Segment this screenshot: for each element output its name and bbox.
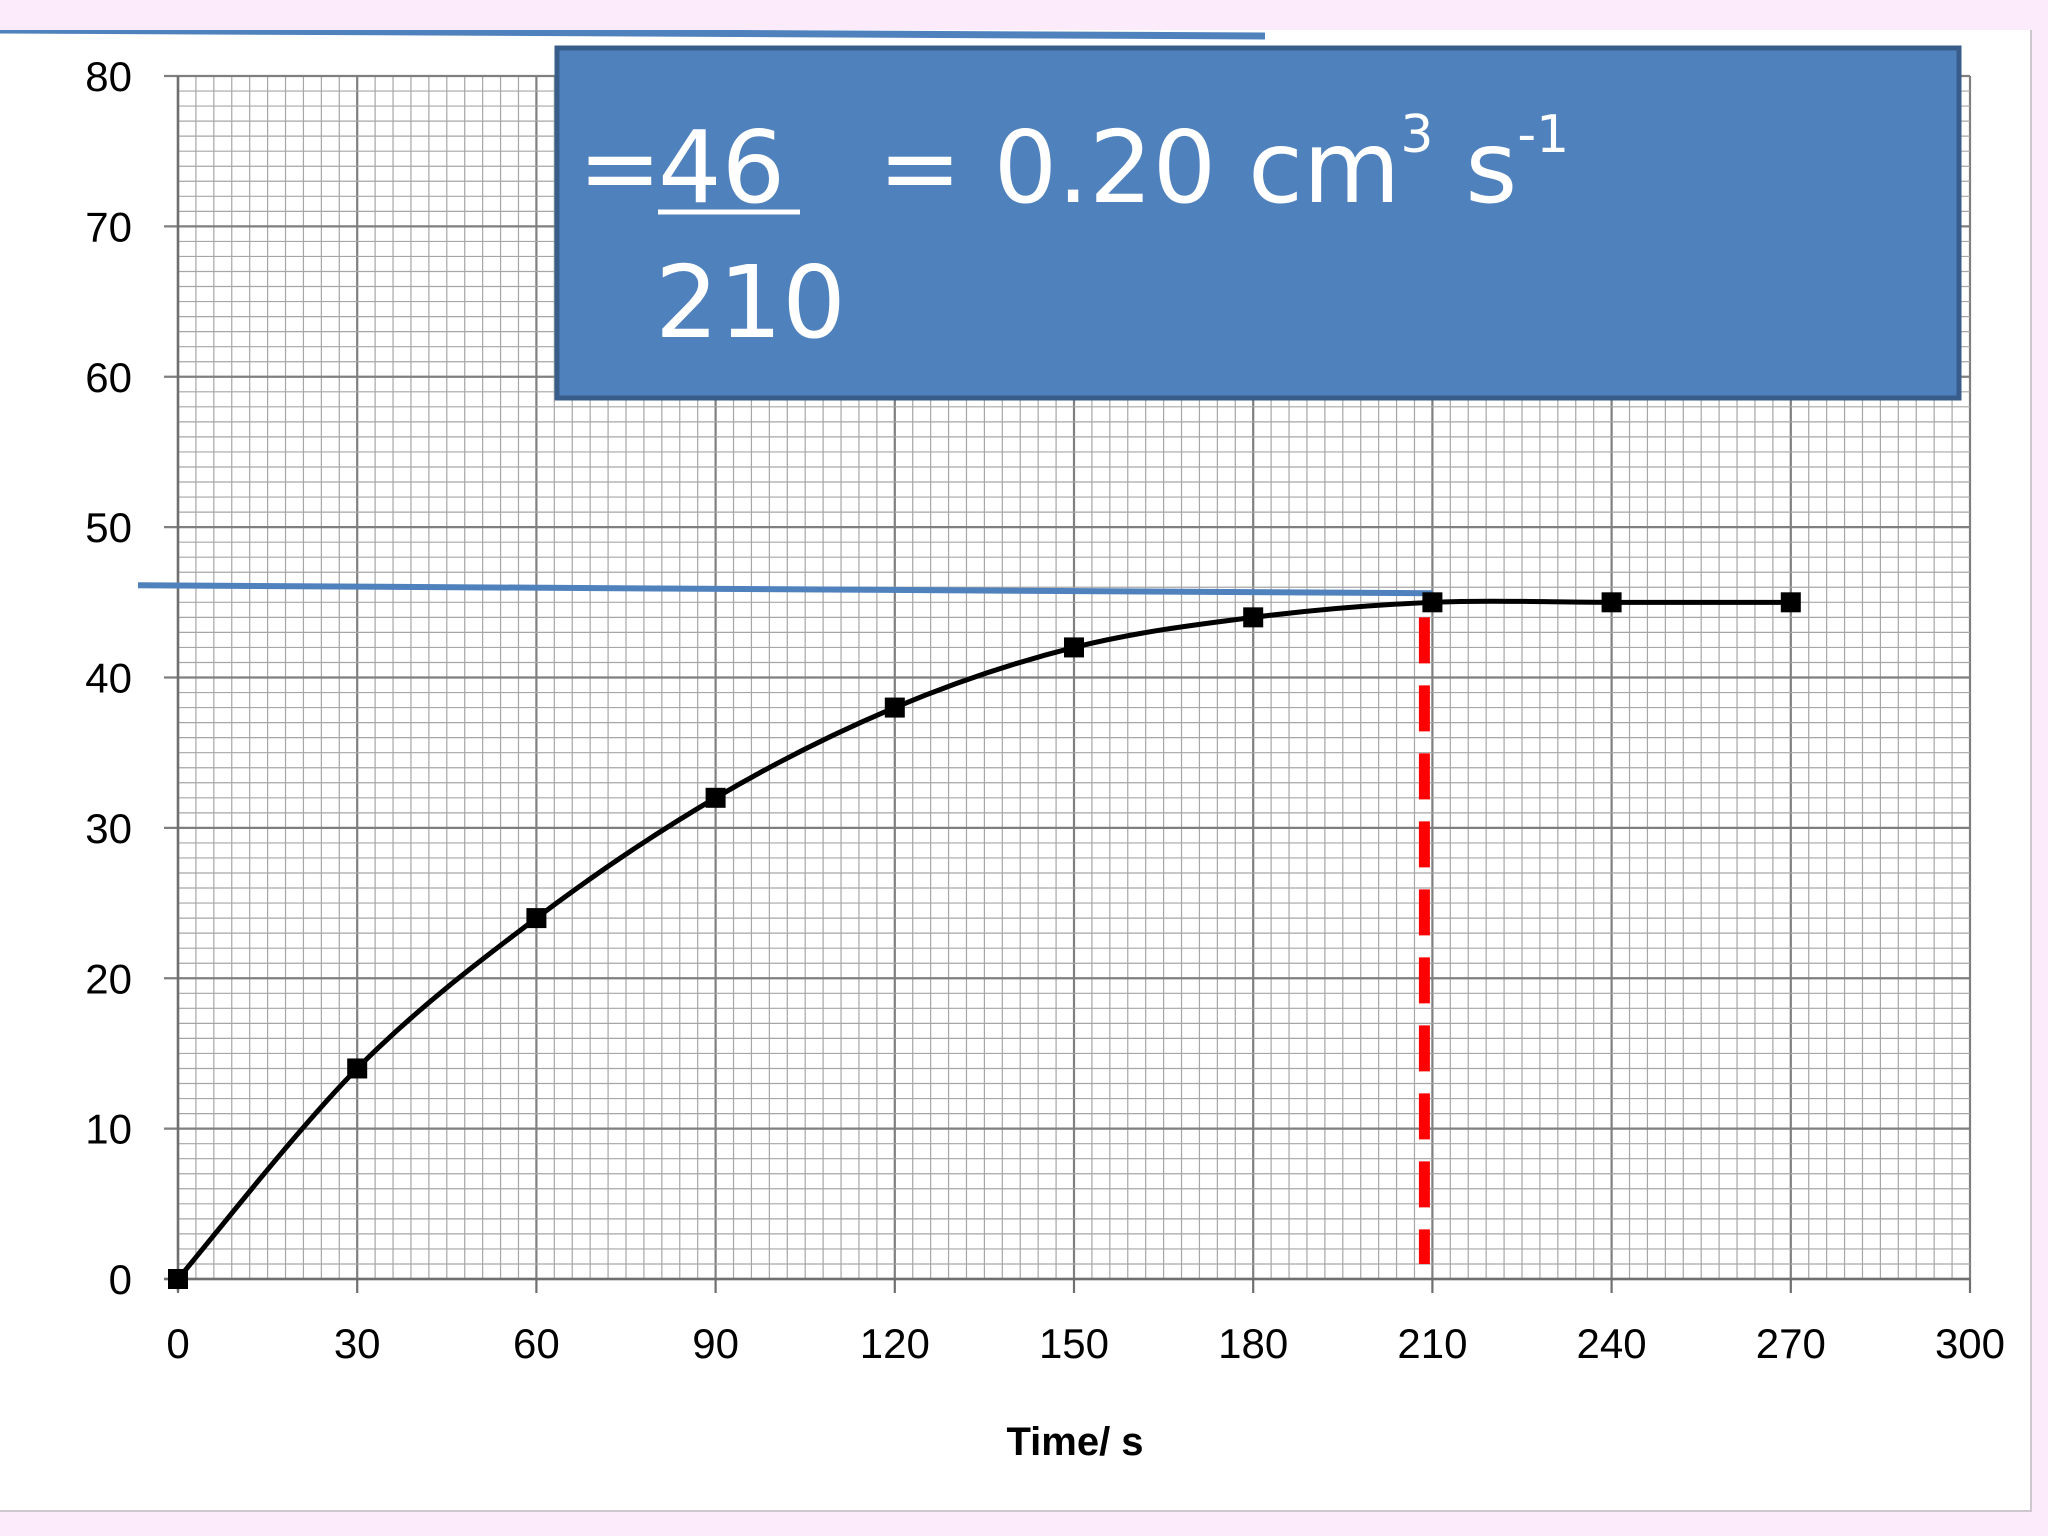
callout-superscript-minus1: -1 [1517, 105, 1569, 165]
data-point-marker [168, 1269, 188, 1289]
x-tick-label: 150 [1039, 1320, 1109, 1367]
x-tick-label: 60 [513, 1320, 560, 1367]
x-tick-label: 120 [860, 1320, 930, 1367]
x-tick-label: 300 [1935, 1320, 2005, 1367]
data-point-marker [1780, 592, 1801, 613]
y-tick-label: 40 [85, 655, 132, 702]
data-point-marker [1243, 607, 1264, 628]
y-tick-label: 20 [85, 955, 132, 1002]
x-axis-label: Time/ s [1006, 1420, 1143, 1464]
y-tick-label: 0 [109, 1256, 132, 1303]
x-tick-label: 240 [1577, 1320, 1647, 1367]
series-line [176, 598, 1791, 1281]
data-point-marker [884, 697, 905, 718]
y-tick-label: 10 [85, 1106, 132, 1153]
annotations [0, 30, 1433, 1264]
data-point-marker [1422, 592, 1443, 613]
chart: 0 30 60 90 120 150 180 210 240 270 300 0 10 20 30 40 50 6… [0, 30, 2005, 1464]
x-tick-label: 0 [166, 1320, 189, 1367]
data-point-marker [1601, 592, 1622, 613]
x-tick-label: 210 [1397, 1320, 1467, 1367]
callout-background [554, 45, 1962, 401]
y-tick-label: 30 [85, 805, 132, 852]
callout-box: = 46 210 = 0.20 cm3 s-1 [554, 45, 1962, 401]
callout-result-value: = 0.20 cm [878, 109, 1400, 226]
series [168, 592, 1801, 1289]
ticks: 0 30 60 90 120 150 180 210 240 270 300 0 10 20 30 40 50 6… [85, 53, 2005, 1367]
callout-denominator: 210 [655, 244, 846, 361]
data-point-marker [347, 1058, 368, 1079]
y-tick-label: 60 [85, 354, 132, 401]
y-tick-label: 80 [85, 53, 132, 100]
data-point-marker [1064, 637, 1084, 658]
y-tick-label: 70 [85, 203, 132, 250]
callout-result: = 0.20 cm3 s-1 [878, 105, 1569, 226]
callout-superscript-3: 3 [1400, 105, 1433, 165]
data-point-marker [705, 787, 726, 808]
top-annotation-line [0, 30, 1266, 40]
x-tick-label: 90 [692, 1320, 739, 1367]
callout-equals: = [578, 109, 662, 226]
x-tick-label: 180 [1218, 1320, 1288, 1367]
x-tick-label: 30 [334, 1320, 381, 1367]
y-tick-label: 50 [85, 504, 132, 551]
callout-numerator: 46 [658, 109, 785, 226]
horizontal-annotation-line [137, 582, 1433, 597]
data-point-marker [526, 908, 547, 929]
callout-unit: s [1434, 109, 1518, 226]
x-tick-label: 270 [1756, 1320, 1826, 1367]
slide: 0 30 60 90 120 150 180 210 240 270 300 0 10 20 30 40 50 6… [0, 30, 2032, 1512]
